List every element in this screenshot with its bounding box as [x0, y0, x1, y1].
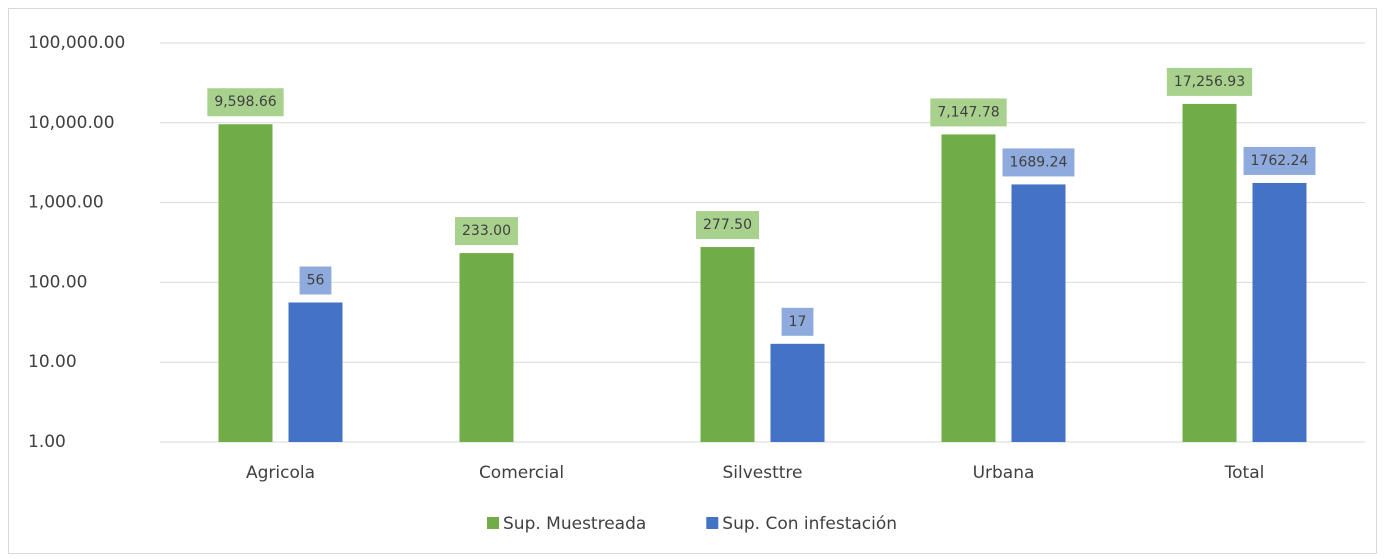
value-label-box — [455, 217, 518, 246]
value-label: 233.00 — [462, 223, 511, 239]
y-tick-label: 1,000.00 — [28, 193, 104, 213]
x-tick-label: Comercial — [479, 463, 564, 483]
value-label-box — [299, 266, 332, 295]
value-label-box — [781, 307, 814, 336]
value-label: 17 — [789, 314, 807, 330]
y-tick-label: 100.00 — [28, 272, 87, 292]
value-label-box — [1166, 67, 1253, 96]
value-label: 1762.24 — [1251, 153, 1309, 169]
y-tick-label: 10,000.00 — [28, 113, 115, 133]
x-tick-label: Silvesttre — [722, 463, 802, 483]
y-tick-label: 1.00 — [28, 432, 66, 452]
x-tick-label: Agricola — [246, 463, 315, 483]
legend-swatch — [487, 517, 499, 529]
value-label: 7,147.78 — [937, 104, 999, 120]
value-label: 9,598.66 — [214, 94, 276, 110]
value-label: 277.50 — [703, 217, 752, 233]
value-label-box — [696, 211, 759, 240]
bar — [941, 134, 996, 442]
bar — [1252, 182, 1307, 443]
bar — [700, 247, 755, 442]
bar — [218, 124, 273, 442]
legend-label: Sup. Con infestación — [722, 514, 897, 534]
bar — [288, 302, 343, 442]
x-tick-label: Urbana — [973, 463, 1035, 483]
y-tick-label: 100,000.00 — [28, 33, 125, 53]
bar — [459, 253, 514, 442]
bar — [770, 343, 825, 442]
bar — [1182, 103, 1237, 442]
x-tick-label: Total — [1224, 463, 1265, 483]
value-label: 17,256.93 — [1174, 74, 1245, 90]
legend-swatch — [706, 517, 719, 529]
value-label-box — [1243, 146, 1316, 175]
legend-label: Sup. Muestreada — [503, 514, 646, 534]
value-label-box — [207, 88, 284, 117]
y-tick-label: 10.00 — [28, 352, 77, 372]
value-label-box — [1002, 148, 1075, 177]
value-label: 56 — [307, 272, 325, 288]
bar — [1011, 184, 1066, 442]
value-label: 1689.24 — [1010, 154, 1068, 170]
value-label-box — [930, 98, 1007, 127]
